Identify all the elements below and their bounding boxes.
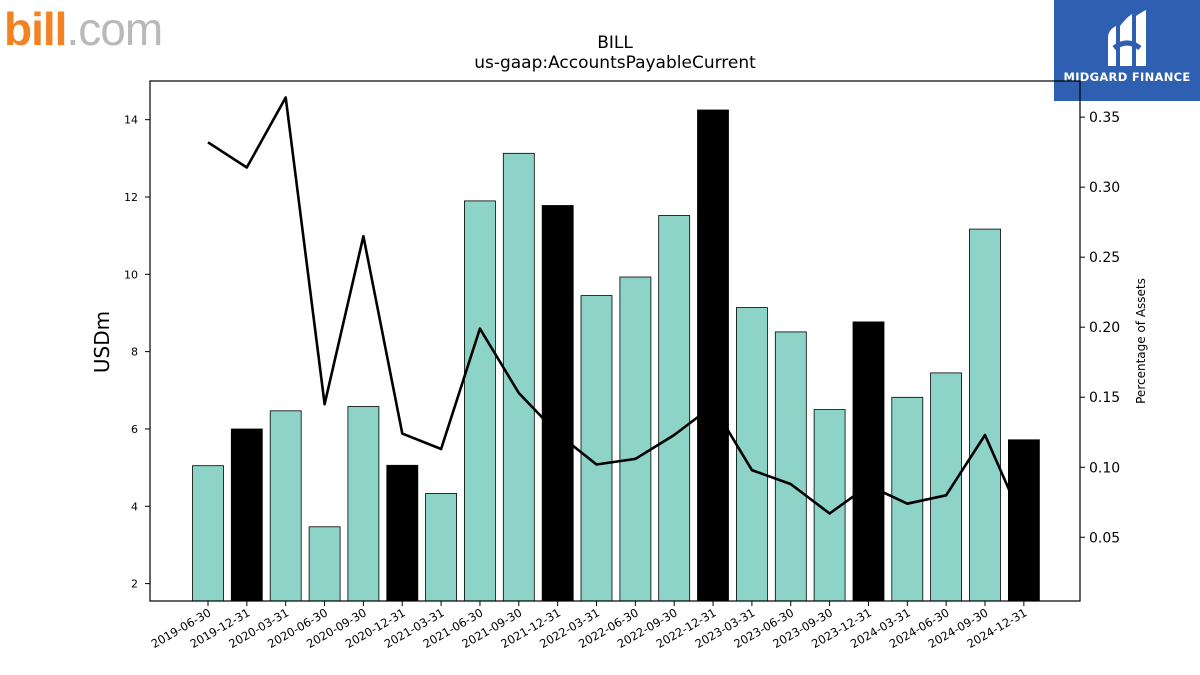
bar-2023-12-31: [852, 321, 885, 602]
bar-2021-12-31: [541, 205, 574, 602]
bar-2021-03-31: [425, 493, 458, 602]
y-tick-label-8: 8: [131, 346, 138, 359]
y-tick-label-12: 12: [124, 191, 138, 204]
chart-title: BILL: [597, 33, 633, 53]
y2-tick-label-0.15: 0.15: [1089, 390, 1120, 406]
bar-2022-12-31: [697, 109, 729, 602]
bar-2022-06-30: [619, 276, 652, 602]
midgard-finance-badge: MIDGARD FINANCE: [1054, 0, 1200, 101]
bar-2024-06-30: [930, 372, 962, 602]
bar-2020-06-30: [308, 526, 341, 602]
logo-rest-text: .com: [66, 3, 163, 55]
bar-2019-06-30: [192, 465, 224, 602]
y-tick-label-14: 14: [124, 114, 138, 127]
y2-tick-label-0.35: 0.35: [1089, 110, 1120, 126]
plot-frame: [149, 80, 1081, 602]
bar-2022-09-30: [658, 215, 691, 602]
y-tick-label-10: 10: [124, 268, 138, 281]
y2-tick-label-0.10: 0.10: [1089, 460, 1120, 476]
y2-axis-label: Percentage of Assets: [1134, 278, 1148, 404]
line-series-layer: [207, 96, 1026, 524]
bar-series: [192, 109, 1040, 602]
y2-tick-label-0.20: 0.20: [1089, 320, 1120, 336]
y2-tick-label-0.30: 0.30: [1089, 180, 1120, 196]
bar-2024-09-30: [969, 228, 1001, 602]
bill-logo: bill .com: [4, 2, 163, 55]
y-axis-label: USDm: [90, 311, 114, 373]
bar-2019-12-31: [230, 428, 263, 602]
y-tick-label-2: 2: [131, 578, 138, 591]
badge-text: MIDGARD FINANCE: [1063, 70, 1191, 84]
bar-2022-03-31: [580, 295, 613, 602]
chart-subtitle: us-gaap:AccountsPayableCurrent: [474, 53, 756, 73]
bar-2020-03-31: [269, 410, 302, 602]
y-tick-label-6: 6: [131, 423, 138, 436]
y-tick-label-4: 4: [131, 500, 138, 513]
bar-2020-12-31: [386, 464, 419, 602]
y2-tick-label-0.25: 0.25: [1089, 250, 1120, 266]
bar-2023-06-30: [774, 331, 807, 602]
midgard-mark-icon: [1108, 10, 1146, 66]
bar-2020-09-30: [347, 406, 380, 602]
logo-main-text: bill: [4, 3, 67, 55]
y2-tick-label-0.05: 0.05: [1089, 530, 1120, 546]
percentage-line: [207, 96, 1026, 524]
bar-2021-06-30: [463, 200, 496, 602]
